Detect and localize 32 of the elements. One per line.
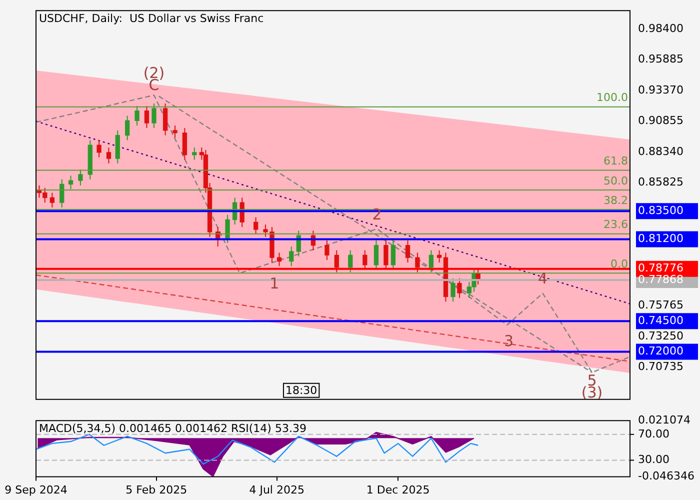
y-tick-label: 0.93370: [638, 83, 684, 96]
y-tick-label: 0.78776: [638, 262, 684, 275]
y2-tick-label: 30.00: [638, 453, 670, 466]
y-tick-label: 0.85825: [638, 176, 684, 189]
x-tick-label: 4 Jul 2025: [249, 483, 304, 496]
annotation: 38.2: [604, 194, 628, 207]
annotation: 0.0: [610, 257, 628, 270]
y-tick-label: 0.70735: [638, 360, 684, 374]
annotation: 61.8: [604, 154, 628, 168]
x-tick-label: 1 Dec 2025: [366, 483, 430, 496]
chart-title: USDCHF, Daily: US Dollar vs Swiss Franc: [39, 12, 264, 25]
annotation: 23.6: [604, 218, 628, 232]
y-tick-label: 0.90855: [638, 114, 684, 128]
y-tick-label: 0.72000: [638, 344, 684, 358]
y-tick-label: 0.98400: [638, 22, 684, 35]
chart-title: MACD(5,34,5) 0.001465 0.001462 RSI(14) 53.39: [39, 422, 306, 435]
y-tick-label: 0.74500: [638, 314, 684, 328]
y-tick-label: 0.021074: [638, 413, 690, 426]
y-tick-label: -0.046346: [638, 470, 694, 483]
y-tick-label: 0.81200: [638, 232, 684, 246]
y-tick-label: 0.77868: [638, 272, 684, 286]
x-tick-label: 9 Sep 2024: [4, 483, 68, 496]
y-tick-label: 0.83500: [638, 204, 684, 217]
annotation: 100.0: [596, 91, 628, 104]
y-tick-label: 0.73250: [638, 329, 684, 342]
y-tick-label: 0.88340: [638, 144, 684, 158]
annotation: 50.0: [604, 174, 628, 188]
annotation: 18:30: [285, 384, 318, 397]
y-tick-label: 0.75765: [638, 298, 684, 312]
y-tick-label: 0.95885: [638, 52, 684, 66]
x-tick-label: 5 Feb 2025: [126, 483, 188, 496]
y2-tick-label: 70.00: [638, 427, 670, 440]
